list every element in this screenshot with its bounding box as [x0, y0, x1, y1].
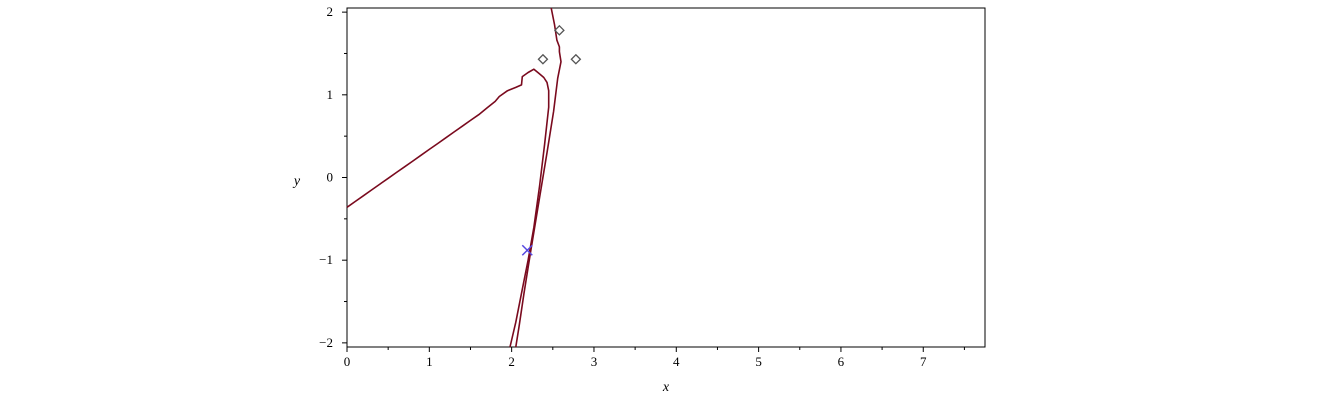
x-tick-label: 3	[591, 354, 598, 369]
x-tick-label: 4	[673, 354, 680, 369]
plot-frame	[346, 7, 986, 348]
x-tick-label: 7	[920, 354, 927, 369]
diamond-marker	[570, 53, 582, 65]
x-tick-label: 0	[344, 354, 351, 369]
y-axis-title: y	[292, 174, 301, 189]
y-tick-label: −1	[319, 252, 333, 267]
cross-marker	[521, 244, 533, 256]
series-layer	[346, 7, 562, 348]
marker-layer	[521, 24, 582, 256]
diamond-marker	[537, 53, 549, 65]
x-tick-label: 6	[838, 354, 845, 369]
axes-layer: 0 1 2 3 4 5 6 7 2 1 0 −1 −2	[319, 4, 986, 369]
contour-curve-1	[346, 68, 550, 348]
x-axis-title: x	[662, 380, 670, 395]
x-tick-label: 5	[755, 354, 762, 369]
y-tick-label: 2	[327, 4, 334, 19]
diamond-marker	[553, 24, 565, 36]
cross-marker-stroke	[521, 244, 533, 256]
contour-curve-2	[515, 7, 562, 348]
x-tick-label: 1	[426, 354, 433, 369]
y-tick-label: −2	[319, 335, 333, 350]
y-tick-label: 0	[327, 170, 334, 185]
y-tick-label: 1	[327, 87, 334, 102]
x-tick-label: 2	[508, 354, 515, 369]
